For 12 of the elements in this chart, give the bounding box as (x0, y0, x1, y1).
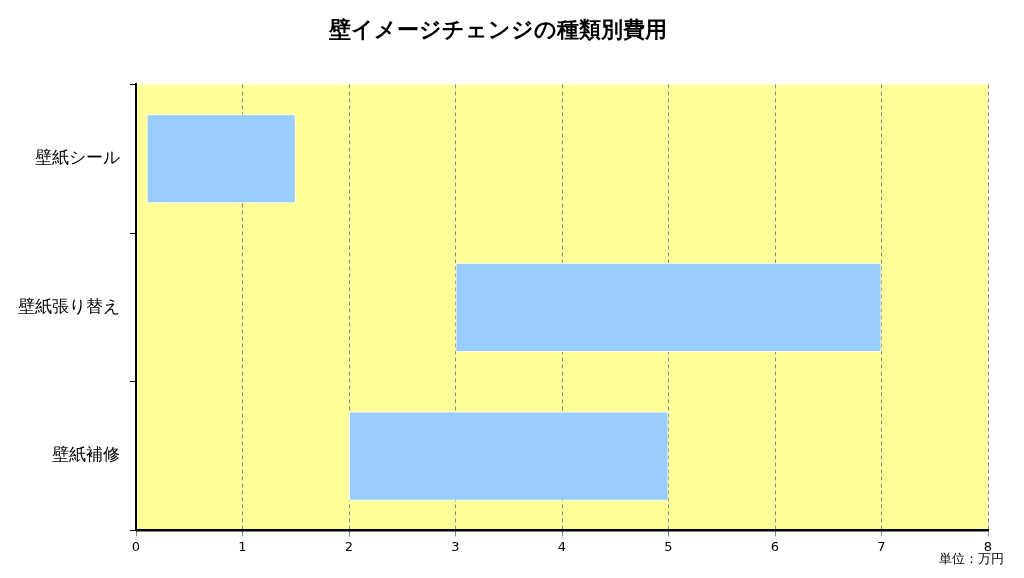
y-tick-label: 壁紙張り替え (18, 295, 120, 316)
x-tick-label: 4 (557, 538, 567, 554)
x-tick-label: 6 (770, 538, 780, 554)
x-tick-label: 0 (131, 538, 141, 554)
x-tick-label: 2 (344, 538, 354, 554)
x-tick-label: 5 (664, 538, 673, 554)
x-tick-label: 3 (451, 538, 460, 554)
x-tick-label: 7 (877, 538, 886, 554)
chart-title: 壁イメージチェンジの種類別費用 (328, 16, 667, 42)
y-tick-label: 壁紙シール (35, 147, 120, 168)
x-tick-label: 1 (238, 538, 247, 554)
y-tick-label: 壁紙補修 (52, 444, 120, 465)
